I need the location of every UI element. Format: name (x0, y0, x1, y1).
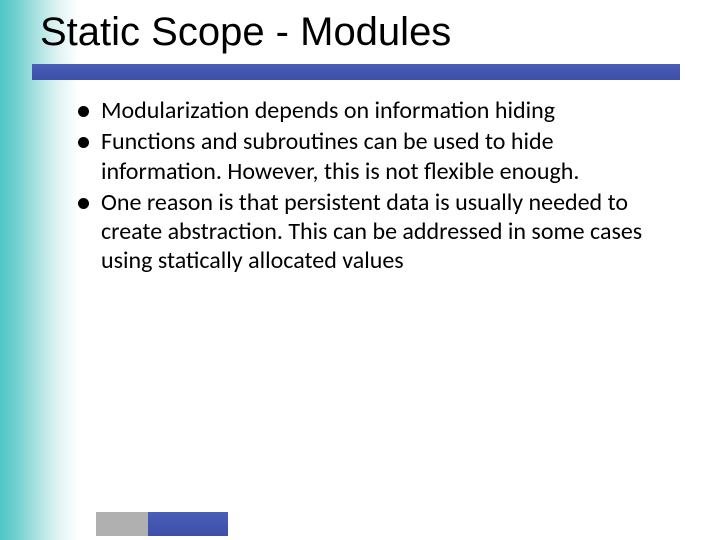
list-item: Functions and subroutines can be used to… (78, 127, 678, 186)
bullet-icon (78, 137, 89, 148)
footer-bar-blue (148, 512, 228, 536)
title-underline-bar (32, 64, 680, 80)
bullet-text: One reason is that persistent data is us… (101, 188, 678, 276)
bullet-icon (78, 198, 89, 209)
left-gradient-band (0, 0, 78, 540)
bullet-text: Modularization depends on information hi… (101, 96, 555, 125)
slide-title: Static Scope - Modules (40, 10, 451, 55)
bullet-icon (78, 106, 89, 117)
bullet-text: Functions and subroutines can be used to… (101, 127, 678, 186)
slide: Static Scope - Modules Modularization de… (0, 0, 720, 540)
list-item: One reason is that persistent data is us… (78, 188, 678, 276)
bullet-list: Modularization depends on information hi… (78, 96, 678, 278)
list-item: Modularization depends on information hi… (78, 96, 678, 125)
